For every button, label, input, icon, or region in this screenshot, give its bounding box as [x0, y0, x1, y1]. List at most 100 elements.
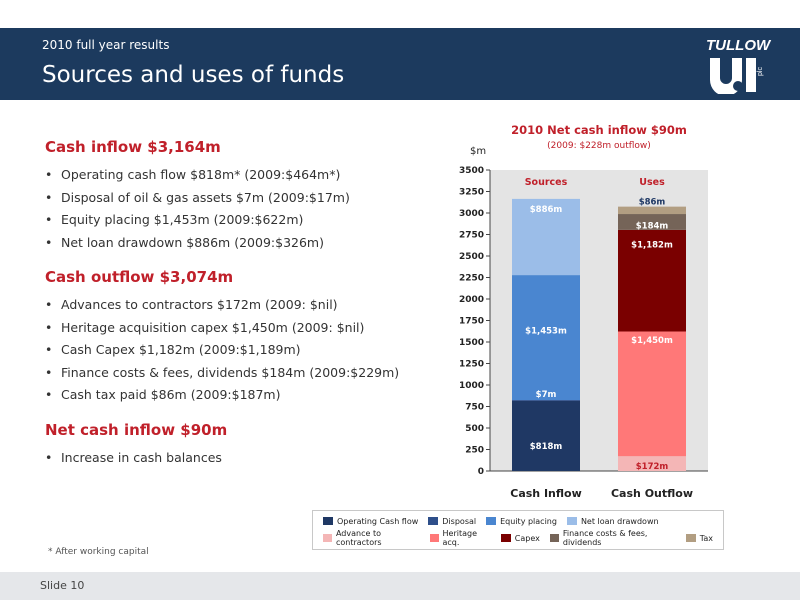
column-header: Uses — [639, 177, 665, 188]
bullet-list: Advances to contractors $172m (2009: $ni… — [45, 294, 445, 407]
bar-segment — [618, 206, 686, 215]
legend-label: Operating Cash flow — [337, 516, 419, 526]
legend-swatch — [323, 517, 333, 525]
bar-segment — [618, 214, 686, 230]
bar-segment — [512, 400, 580, 401]
bullet-item: Cash Capex $1,182m (2009:$1,189m) — [45, 339, 445, 362]
bar-segment — [512, 275, 580, 401]
svg-text:plc: plc — [757, 67, 764, 76]
y-tick-label: 3500 — [459, 166, 484, 176]
legend-swatch — [500, 534, 511, 542]
legend-label: Disposal — [442, 516, 477, 526]
section-heading: Net cash inflow $90m — [45, 420, 228, 439]
bullet-item: Increase in cash balances — [45, 447, 445, 470]
bar-segment — [618, 331, 686, 457]
legend-label: Capex — [514, 533, 540, 543]
legend-item: Operating Cash flow — [323, 517, 418, 526]
legend-item: Capex — [500, 533, 540, 543]
data-label: $86m — [639, 197, 666, 207]
y-tick-label: 1000 — [459, 381, 484, 391]
legend-item: Net loan drawdown — [566, 516, 659, 526]
slide-title: Sources and uses of funds — [42, 62, 345, 88]
y-tick-label: 1500 — [459, 338, 484, 348]
bar-segment — [512, 198, 580, 276]
legend-swatch — [566, 517, 577, 525]
bullet-list: Increase in cash balances — [45, 447, 445, 470]
y-tick-label: 2500 — [459, 252, 484, 262]
legend-item: Tax — [685, 533, 713, 543]
bullet-item: Heritage acquisition capex $1,450m (2009… — [45, 317, 445, 340]
section-cash-inflow: Cash inflow $3,164m Operating cash flow … — [45, 138, 445, 254]
bullet-item: Cash tax paid $86m (2009:$187m) — [45, 384, 445, 407]
legend-swatch — [323, 534, 332, 542]
data-label: $184m — [636, 221, 669, 231]
bar-segment — [512, 400, 580, 471]
bullet-list: Operating cash flow $818m* (2009:$464m*)… — [45, 164, 445, 254]
legend-swatch — [429, 534, 439, 542]
section-cash-outflow: Cash outflow $3,074m Advances to contrac… — [45, 268, 445, 407]
column-header: Sources — [525, 177, 568, 188]
legend-label: Finance costs & fees, dividends — [562, 529, 648, 547]
footnote: * After working capital — [48, 547, 149, 557]
y-axis-label: $m — [470, 146, 486, 157]
y-tick-label: 250 — [465, 446, 484, 456]
y-tick-label: 1250 — [459, 360, 484, 370]
legend-label: Advance to contractors — [335, 529, 382, 547]
section-heading: Cash outflow $3,074m — [45, 268, 234, 286]
chart-area: 2010 Net cash inflow $90m (2009: $228m ou… — [440, 118, 800, 558]
section-net-cash: Net cash inflow $90m Increase in cash ba… — [45, 421, 445, 470]
y-tick-label: 2250 — [459, 274, 484, 284]
footer-bar: Slide 10 — [0, 572, 800, 600]
data-label: $1,182m — [631, 240, 673, 250]
legend-label: Net loan drawdown — [580, 516, 659, 526]
x-tick-label: Cash Inflow — [510, 487, 582, 500]
legend-label: Tax — [699, 533, 713, 543]
bullet-item: Net loan drawdown $886m (2009:$326m) — [45, 232, 445, 255]
x-tick-label: Cash Outflow — [611, 487, 693, 500]
content-left: Cash inflow $3,164m Operating cash flow … — [45, 138, 445, 483]
legend-row: Advance to contractors Heritage acq. Capex… — [323, 529, 723, 547]
legend-item: Equity placing — [486, 517, 557, 526]
y-tick-label: 3250 — [459, 188, 484, 198]
chart-legend: Operating Cash flow Disposal Equity placin… — [312, 510, 724, 550]
y-tick-label: 3000 — [459, 209, 484, 219]
stacked-bar-chart: 2010 Net cash inflow $90m (2009: $228m ou… — [459, 123, 708, 500]
legend-label: Heritage acq. — [442, 529, 478, 547]
data-label: $818m — [530, 442, 563, 452]
legend-swatch — [486, 517, 497, 525]
legend-swatch — [428, 517, 439, 525]
bullet-item: Finance costs & fees, dividends $184m (2… — [45, 362, 445, 385]
data-label: $886m — [530, 205, 563, 215]
legend-item: Disposal — [428, 517, 476, 526]
y-tick-label: 1750 — [459, 317, 484, 327]
data-label: $7m — [536, 390, 557, 400]
chart-subtitle: (2009: $228m outflow) — [547, 141, 651, 151]
tullow-logo-icon: TULLOW plc — [706, 37, 772, 94]
bar-segment — [618, 456, 686, 471]
bar-segment — [618, 229, 686, 332]
legend-item: Advance to contractors — [323, 529, 420, 547]
data-label: $1,450m — [631, 336, 673, 346]
legend-item: Finance costs & fees, dividends — [549, 529, 676, 547]
header-bar: 2010 full year results Sources and uses … — [0, 28, 800, 100]
chart-title: 2010 Net cash inflow $90m — [511, 123, 687, 137]
bullet-item: Disposal of oil & gas assets $7m (2009:$… — [45, 187, 445, 210]
data-label: $172m — [636, 462, 669, 472]
y-tick-label: 0 — [478, 467, 484, 477]
y-tick-label: 750 — [465, 403, 484, 413]
bullet-item: Advances to contractors $172m (2009: $ni… — [45, 294, 445, 317]
legend-swatch — [685, 534, 696, 542]
data-label: $1,453m — [525, 327, 567, 337]
legend-swatch — [549, 534, 559, 542]
slide-number: Slide 10 — [40, 579, 85, 592]
bullet-item: Operating cash flow $818m* (2009:$464m*) — [45, 164, 445, 187]
y-tick-label: 2000 — [459, 295, 484, 305]
svg-text:TULLOW: TULLOW — [706, 37, 772, 54]
y-tick-label: 2750 — [459, 231, 484, 241]
bullet-item: Equity placing $1,453m (2009:$622m) — [45, 209, 445, 232]
legend-row: Operating Cash flow Disposal Equity placin… — [323, 513, 669, 529]
section-heading: Cash inflow $3,164m — [45, 138, 221, 156]
slide-subtitle: 2010 full year results — [42, 38, 170, 52]
legend-item: Heritage acq. — [429, 529, 491, 547]
y-tick-label: 500 — [465, 424, 484, 434]
